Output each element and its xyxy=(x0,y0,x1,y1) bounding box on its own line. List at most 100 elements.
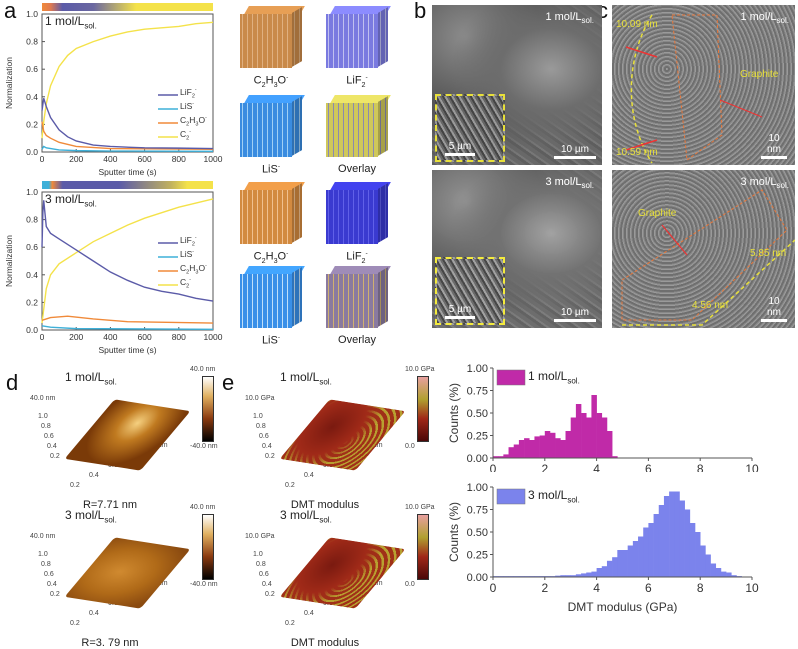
histogram-bar xyxy=(705,554,711,577)
afm-x-tick: 0.2 xyxy=(70,482,80,489)
colorbar xyxy=(417,514,429,580)
histogram-bar xyxy=(555,575,561,577)
histogram-bar xyxy=(695,532,701,577)
afm-y-tick: 0.8 xyxy=(41,561,51,568)
histogram-bar xyxy=(524,438,530,458)
y-tick-label: 0.6 xyxy=(26,64,38,74)
afm-z-label: 40.0 nm xyxy=(30,395,56,402)
scale-bar-label: 10 nm xyxy=(767,296,781,318)
x-tick-label: 2 xyxy=(541,462,548,472)
cube-rendering-lis xyxy=(240,95,305,157)
histogram-bar xyxy=(601,566,608,577)
graphite-label: Graphite xyxy=(638,208,677,219)
series-line-lis xyxy=(41,325,214,331)
y-tick-label: 0.00 xyxy=(467,572,488,584)
tem-image-3M: 3 mol/Lsol. Graphite 5.85 nm 4.56 nm 10 … xyxy=(612,170,795,328)
colorbar-max-label: 10.0 GPa xyxy=(405,504,435,511)
cube-rendering-lif2 xyxy=(326,182,391,244)
afm-x-tick: 0.4 xyxy=(89,610,99,617)
scale-bar-label: 10 µm xyxy=(561,144,589,155)
y-tick-label: 0.25 xyxy=(467,431,488,443)
afm-z-label: 40.0 nm xyxy=(30,533,56,540)
legend-label-c2: C2- xyxy=(180,277,191,290)
histogram-bar xyxy=(710,563,717,577)
afm-y-tick: 0.6 xyxy=(44,571,54,578)
y-tick-label: 0.50 xyxy=(467,527,488,539)
scale-bar-label: 10 nm xyxy=(767,133,781,155)
colorbar-min-label: 0.0 xyxy=(405,581,415,588)
histogram-bar xyxy=(632,541,639,577)
y-tick-label: 1.00 xyxy=(467,363,488,375)
histogram-bar xyxy=(539,435,546,458)
afm-y-tick: 1.0 xyxy=(38,413,48,420)
thickness-label: 4.56 nm xyxy=(692,300,729,311)
histogram-bar xyxy=(529,440,535,458)
histogram-bar xyxy=(601,417,608,458)
afm-x-tick: 0.4 xyxy=(304,610,314,617)
x-tick-label: 200 xyxy=(69,154,83,164)
histogram-bar xyxy=(612,456,618,458)
histogram-bar xyxy=(700,545,706,577)
colorbar-min-label: -40.0 nm xyxy=(190,581,218,588)
afm-y-tick: 0.4 xyxy=(262,581,272,588)
x-tick-label: 600 xyxy=(138,332,152,342)
afm-y-tick: 0.4 xyxy=(47,581,57,588)
x-tick-label: 400 xyxy=(103,154,117,164)
sem-inset: 5 µm xyxy=(435,257,505,325)
y-tick-label: 0.0 xyxy=(26,147,38,157)
x-axis-label: DMT modulus (GPa) xyxy=(568,600,678,614)
plot-frame xyxy=(41,13,214,153)
cube-label-lis: LiS- xyxy=(261,163,281,176)
histogram-bar xyxy=(560,440,566,458)
afm-y-tick: 0.2 xyxy=(265,453,275,460)
y-tick-label: 0.75 xyxy=(467,386,488,398)
y-axis-label: Normalization xyxy=(4,57,14,109)
legend-label-c2: C2- xyxy=(180,129,191,142)
y-tick-label: 0.2 xyxy=(26,119,38,129)
afm-y-tick: 0.6 xyxy=(259,433,269,440)
legend-label-lif2: LiF2- xyxy=(180,87,197,100)
histogram-bar xyxy=(591,395,597,458)
legend-label-lis: LiS- xyxy=(180,101,194,111)
afm-y-tick: 0.6 xyxy=(44,433,54,440)
afm-caption: R=7.71 nm xyxy=(82,499,138,511)
y-tick-label: 1.0 xyxy=(26,187,38,197)
y-tick-label: 1.00 xyxy=(467,482,488,494)
afm-conc-label: 1 mol/Lsol. xyxy=(280,370,332,387)
afm-y-tick: 0.8 xyxy=(256,561,266,568)
afm-y-tick: 1.0 xyxy=(38,551,48,558)
cube-label-lif2: LiF2- xyxy=(346,250,368,265)
y-tick-label: 0.8 xyxy=(26,37,38,47)
legend-swatch xyxy=(496,369,526,386)
y-tick-label: 0.2 xyxy=(26,297,38,307)
colorbar-max-label: 10.0 GPa xyxy=(405,366,435,373)
panel-label-d: d xyxy=(6,370,19,395)
afm-y-tick: 0.8 xyxy=(256,423,266,430)
cube-label-overlay: Overlay xyxy=(338,163,376,175)
cube-rendering-lif2 xyxy=(326,6,391,68)
afm-height-map xyxy=(64,537,191,609)
afm-z-label: 10.0 GPa xyxy=(245,533,275,540)
histogram-bar xyxy=(560,575,566,577)
histogram-bar xyxy=(534,436,540,458)
x-tick-label: 1000 xyxy=(204,332,223,342)
dmt-modulus-map xyxy=(279,537,406,609)
cube-rendering-c2h3o xyxy=(240,182,305,244)
histogram-bar xyxy=(586,572,592,577)
series-line-c2h3o xyxy=(41,315,214,324)
y-tick-label: 0.0 xyxy=(26,325,38,335)
x-tick-label: 10 xyxy=(745,581,759,595)
histogram-bar xyxy=(612,557,618,577)
x-tick-label: 400 xyxy=(103,332,117,342)
depth-color-bar xyxy=(42,3,213,11)
tem-image-1M: 1 mol/Lsol. 10.09 nm 10.59 nm Graphite 1… xyxy=(612,5,795,165)
histogram-bar xyxy=(586,417,592,458)
x-tick-label: 0 xyxy=(40,154,45,164)
histogram-bar xyxy=(555,438,561,458)
afm-x-tick: 0.4 xyxy=(304,472,314,479)
histogram-bar xyxy=(658,505,665,577)
histogram-bar xyxy=(570,417,577,458)
histogram-bar xyxy=(565,431,571,458)
afm-y-tick: 0.6 xyxy=(259,571,269,578)
colorbar xyxy=(417,376,429,442)
